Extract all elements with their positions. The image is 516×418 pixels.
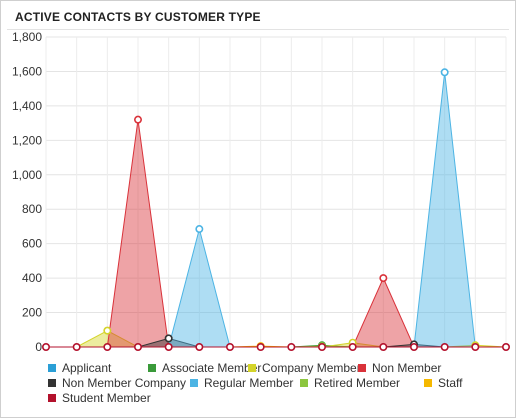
y-tick-label: 1,000	[12, 168, 42, 182]
y-axis: 0 200 400 600 800 1,000 1,200 1,400 1,600 1,800	[12, 30, 42, 354]
legend-swatch	[300, 379, 308, 387]
data-point[interactable]	[195, 225, 204, 234]
legend-swatch	[248, 364, 256, 372]
data-point[interactable]	[134, 115, 143, 124]
data-point[interactable]	[440, 342, 449, 351]
legend-label: Regular Member	[204, 376, 293, 390]
data-point[interactable]	[471, 342, 480, 351]
y-tick-label: 1,600	[12, 64, 42, 78]
y-tick-label: 1,200	[12, 133, 42, 147]
legend-swatch	[48, 364, 56, 372]
data-point[interactable]	[409, 342, 418, 351]
data-point[interactable]	[164, 342, 173, 351]
series-areas	[46, 72, 507, 348]
data-point[interactable]	[348, 342, 357, 351]
legend-swatch	[358, 364, 366, 372]
data-point[interactable]	[379, 274, 388, 283]
data-point[interactable]	[379, 342, 388, 351]
data-point[interactable]	[41, 342, 50, 351]
data-point[interactable]	[72, 342, 81, 351]
data-point[interactable]	[226, 342, 235, 351]
data-point[interactable]	[287, 342, 296, 351]
legend-item[interactable]: Student Member	[48, 391, 151, 405]
data-point[interactable]	[164, 334, 173, 343]
legend: Applicant Associate Member Company Member N…	[48, 361, 463, 405]
chart-title: ACTIVE CONTACTS BY CUSTOMER TYPE	[15, 10, 261, 24]
legend-swatch	[424, 379, 432, 387]
legend-label: Student Member	[62, 391, 151, 405]
data-point[interactable]	[317, 342, 326, 351]
area-regular-member	[46, 72, 506, 348]
data-point[interactable]	[501, 342, 510, 351]
legend-item[interactable]: Staff	[424, 376, 463, 390]
area-company-member	[46, 330, 506, 347]
legend-item[interactable]: Regular Member	[190, 376, 293, 390]
legend-label: Applicant	[62, 361, 112, 375]
area-non-member-company	[46, 338, 506, 347]
series-points	[41, 68, 510, 351]
legend-item[interactable]: Retired Member	[300, 376, 400, 390]
y-tick-label: 0	[35, 340, 42, 354]
y-tick-label: 600	[22, 237, 42, 251]
y-tick-label: 1,800	[12, 30, 42, 44]
legend-item[interactable]: Applicant	[48, 361, 112, 375]
legend-label: Non Member Company	[62, 376, 186, 390]
data-point[interactable]	[134, 342, 143, 351]
y-tick-label: 400	[22, 271, 42, 285]
legend-item[interactable]: Non Member Company	[48, 376, 186, 390]
data-point[interactable]	[440, 68, 449, 77]
data-point[interactable]	[103, 326, 112, 335]
legend-label: Company Member	[262, 361, 361, 375]
legend-swatch	[190, 379, 198, 387]
legend-label: Non Member	[372, 361, 441, 375]
legend-item[interactable]: Company Member	[248, 361, 361, 375]
legend-item[interactable]: Non Member	[358, 361, 441, 375]
legend-label: Retired Member	[314, 376, 400, 390]
legend-item[interactable]: Associate Member	[148, 361, 261, 375]
legend-label: Staff	[438, 376, 463, 390]
data-point[interactable]	[256, 342, 265, 351]
legend-swatch	[48, 394, 56, 402]
legend-label: Associate Member	[162, 361, 261, 375]
legend-swatch	[48, 379, 56, 387]
y-tick-label: 800	[22, 202, 42, 216]
data-point[interactable]	[103, 342, 112, 351]
title-divider	[7, 29, 509, 30]
legend-swatch	[148, 364, 156, 372]
data-point[interactable]	[195, 342, 204, 351]
y-tick-label: 200	[22, 306, 42, 320]
y-tick-label: 1,400	[12, 99, 42, 113]
